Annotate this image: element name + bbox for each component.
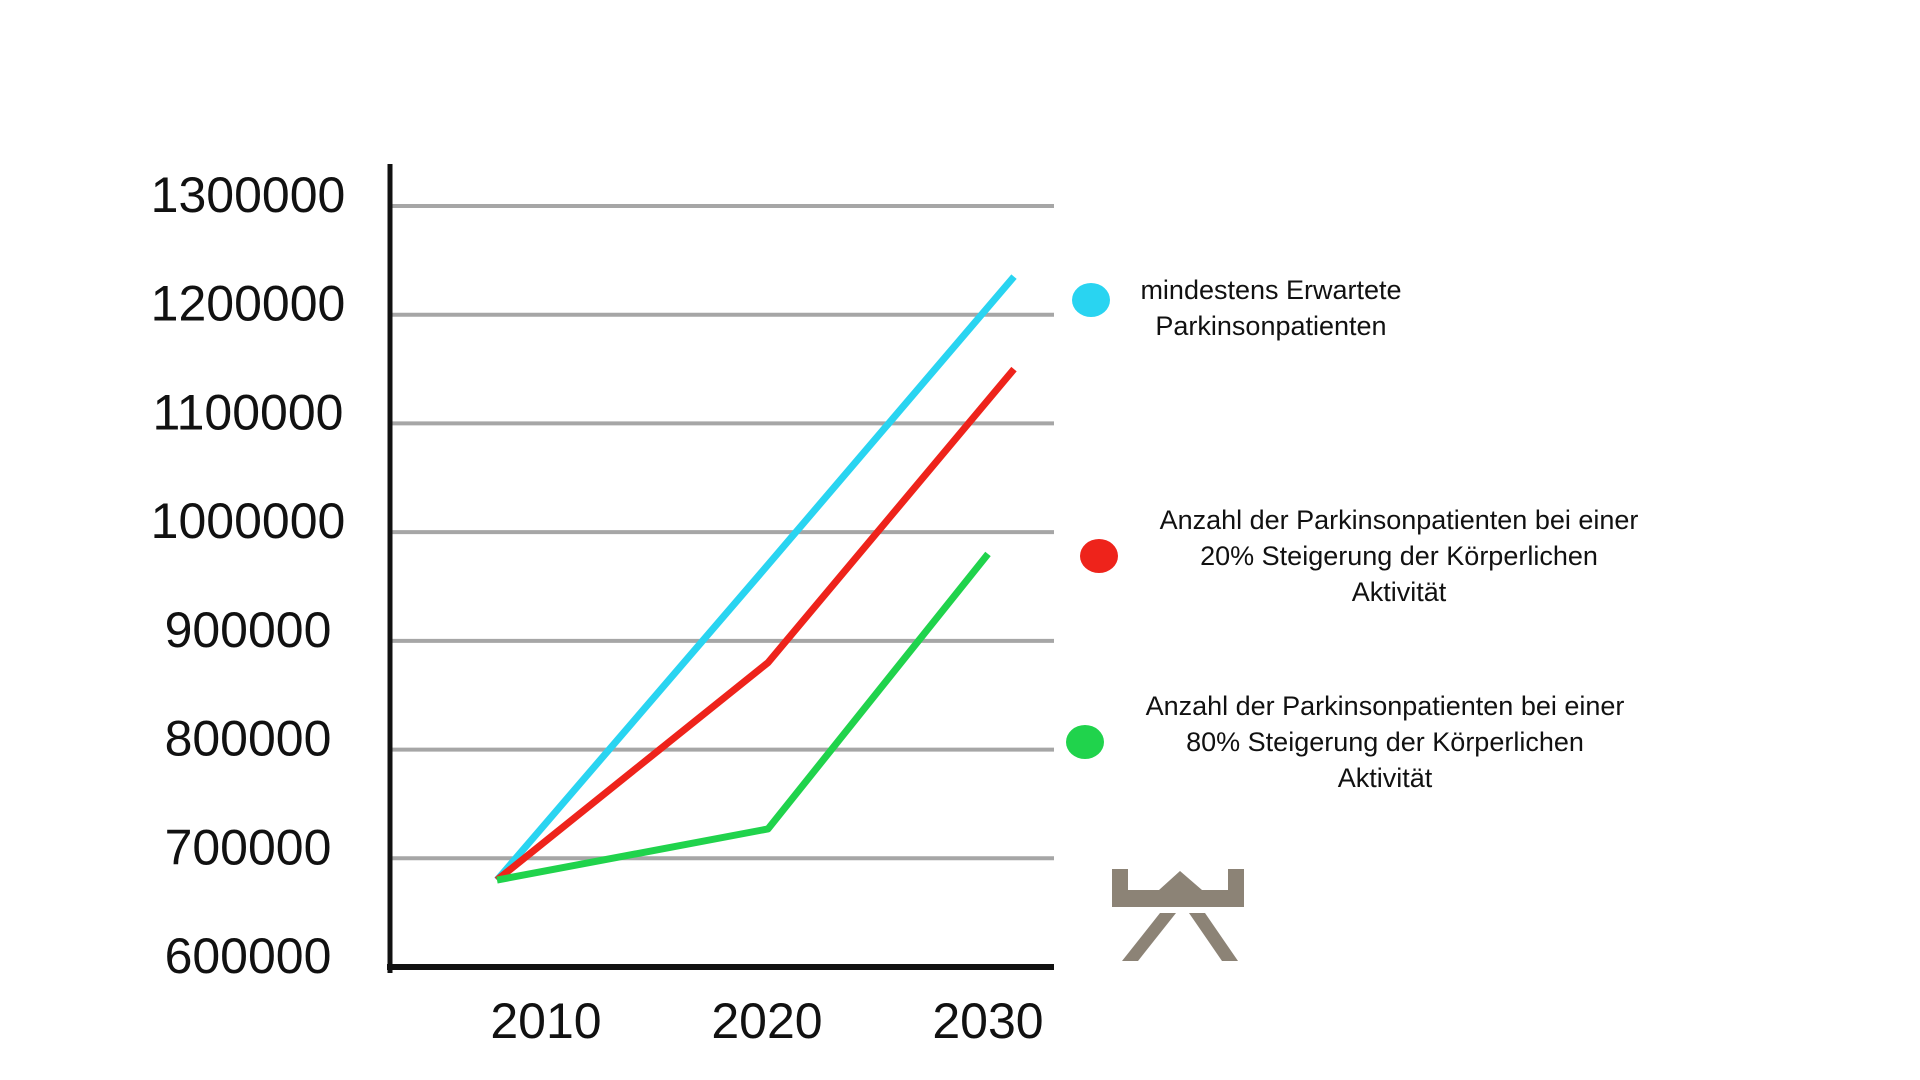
y-axis-label: 1200000 xyxy=(151,276,346,332)
y-axis-label: 1000000 xyxy=(151,493,346,549)
y-axis-label: 1100000 xyxy=(153,384,344,440)
legend-label-line: 20% Steigerung der Körperlichen xyxy=(1200,541,1598,571)
legend-label-line: Aktivität xyxy=(1351,577,1447,607)
legend-dot-green xyxy=(1066,725,1104,759)
legend-label: mindestens Erwartete Parkinsonpatienten xyxy=(1126,272,1416,344)
legend-label-line: Aktivität xyxy=(1337,763,1433,793)
y-axis-label: 600000 xyxy=(165,928,332,984)
legend-item-expected-patients: mindestens Erwartete Parkinsonpatienten xyxy=(1072,272,1416,344)
legend-item-20-percent: Anzahl der Parkinsonpatienten bei einer … xyxy=(1080,502,1664,610)
x-axis-label: 2010 xyxy=(490,993,601,1049)
series-line-2 xyxy=(496,551,991,884)
y-axis-label: 800000 xyxy=(165,711,332,767)
picnic-table-icon xyxy=(1112,869,1244,961)
legend-label: Anzahl der Parkinsonpatienten bei einer … xyxy=(1120,688,1650,796)
legend-label-line: Anzahl der Parkinsonpatienten bei einer xyxy=(1145,691,1625,721)
x-axis-label: 2030 xyxy=(932,993,1043,1049)
series-line-0 xyxy=(494,274,1017,883)
picnic-table-logo xyxy=(1112,867,1244,963)
legend-label-line: mindestens Erwartete xyxy=(1140,275,1402,305)
x-axis-label: 2020 xyxy=(711,993,822,1049)
legend-label-line: 80% Steigerung der Körperlichen xyxy=(1186,727,1584,757)
y-axis-label: 900000 xyxy=(165,602,332,658)
y-axis-label: 1300000 xyxy=(151,167,346,223)
y-axis-label: 700000 xyxy=(165,819,332,875)
legend-label-line: Parkinsonpatienten xyxy=(1155,311,1387,341)
legend-label: Anzahl der Parkinsonpatienten bei einer … xyxy=(1134,502,1664,610)
legend-item-80-percent: Anzahl der Parkinsonpatienten bei einer … xyxy=(1066,688,1650,796)
legend-dot-red xyxy=(1080,539,1118,573)
series-line-1 xyxy=(494,366,1017,883)
legend-label-line: Anzahl der Parkinsonpatienten bei einer xyxy=(1159,505,1639,535)
legend-dot-cyan xyxy=(1072,283,1110,317)
